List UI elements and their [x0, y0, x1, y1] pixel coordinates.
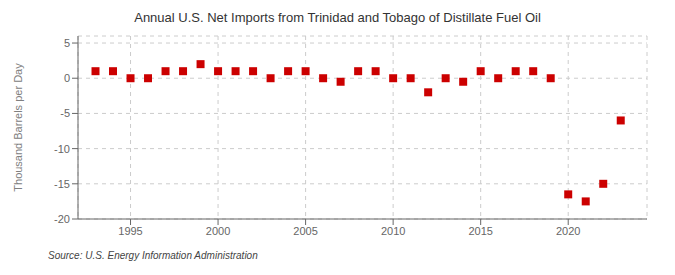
svg-text:-10: -10: [54, 143, 70, 155]
svg-text:Thousand Barrels per Day: Thousand Barrels per Day: [12, 63, 24, 192]
svg-text:1995: 1995: [118, 225, 142, 237]
svg-text:2005: 2005: [293, 225, 317, 237]
svg-text:-15: -15: [54, 178, 70, 190]
svg-text:0: 0: [64, 72, 70, 84]
svg-text:-20: -20: [54, 213, 70, 225]
svg-text:2010: 2010: [381, 225, 405, 237]
svg-text:5: 5: [64, 37, 70, 49]
svg-text:2015: 2015: [468, 225, 492, 237]
svg-text:-5: -5: [60, 107, 70, 119]
html-text:Annual U.S. Net Imports from T: Annual U.S. Net Imports from Trinidad an…: [134, 10, 541, 25]
svg-text:2020: 2020: [556, 225, 580, 237]
svg-text:2000: 2000: [206, 225, 230, 237]
html-text:Source: U.S. Energy Informatio: Source: U.S. Energy Information Administ…: [48, 250, 258, 261]
